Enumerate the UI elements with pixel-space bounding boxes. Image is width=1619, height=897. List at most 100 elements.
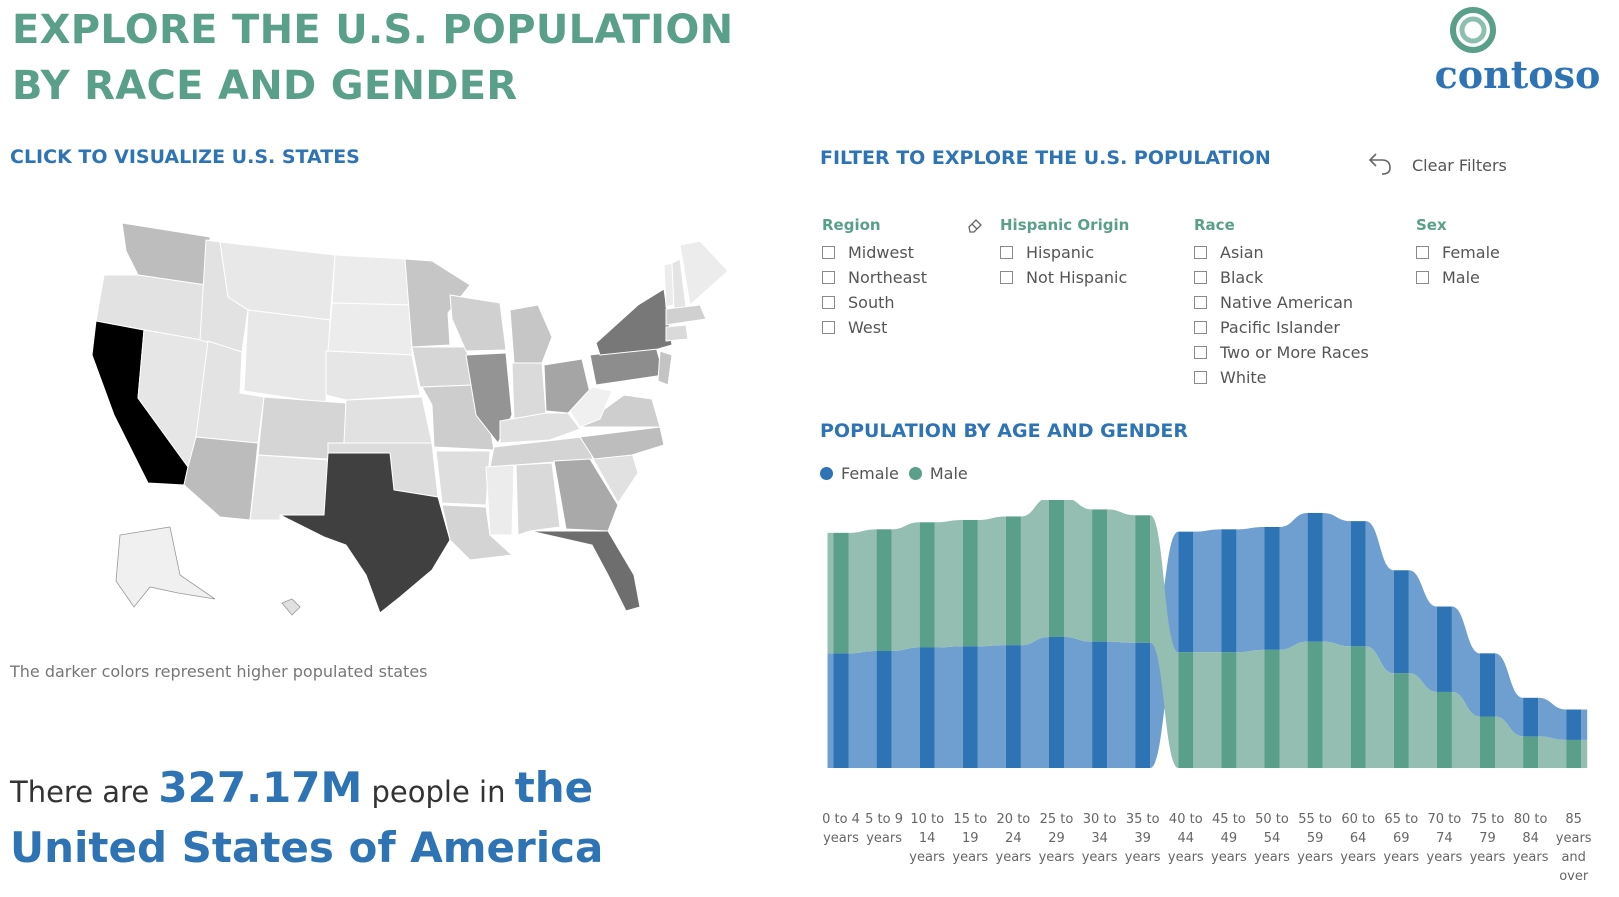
state-new-mexico[interactable] xyxy=(249,454,329,521)
checkbox[interactable] xyxy=(1416,271,1429,284)
state-mississippi[interactable] xyxy=(485,464,515,536)
checkbox[interactable] xyxy=(1194,296,1207,309)
male-bar-10[interactable] xyxy=(1264,649,1280,768)
state-north-dakota[interactable] xyxy=(331,254,411,306)
filter-option-west[interactable]: West xyxy=(822,315,927,340)
filter-option-hispanic[interactable]: Hispanic xyxy=(1000,240,1129,265)
female-bar-10[interactable] xyxy=(1264,526,1280,650)
state-georgia[interactable] xyxy=(553,458,619,532)
filter-option-female[interactable]: Female xyxy=(1416,240,1500,265)
male-bar-11[interactable] xyxy=(1307,641,1323,768)
checkbox[interactable] xyxy=(1000,271,1013,284)
state-louisiana[interactable] xyxy=(441,504,514,561)
filter-option-black[interactable]: Black xyxy=(1194,265,1369,290)
female-bar-6[interactable] xyxy=(1092,641,1108,768)
checkbox[interactable] xyxy=(1000,246,1013,259)
filter-option-south[interactable]: South xyxy=(822,290,927,315)
legend-item-male[interactable]: Male xyxy=(908,464,968,483)
filter-option-two-or-more-races[interactable]: Two or More Races xyxy=(1194,340,1369,365)
eraser-icon[interactable] xyxy=(966,216,984,234)
male-bar-15[interactable] xyxy=(1480,716,1495,768)
checkbox[interactable] xyxy=(1194,246,1207,259)
female-bar-11[interactable] xyxy=(1307,512,1323,642)
state-south-dakota[interactable] xyxy=(327,302,413,356)
us-states-map[interactable] xyxy=(60,215,740,625)
checkbox[interactable] xyxy=(822,246,835,259)
state-nebraska[interactable] xyxy=(325,350,421,401)
filter-option-pacific-islander[interactable]: Pacific Islander xyxy=(1194,315,1369,340)
x-tick-label: 40 to 44 years xyxy=(1167,812,1204,865)
male-bar-7[interactable] xyxy=(1135,515,1151,643)
filter-option-midwest[interactable]: Midwest xyxy=(822,240,927,265)
state-iowa[interactable] xyxy=(411,346,475,388)
male-bar-0[interactable] xyxy=(833,532,849,654)
female-bar-3[interactable] xyxy=(962,646,978,768)
female-bar-2[interactable] xyxy=(919,647,935,768)
state-texas[interactable] xyxy=(279,452,451,614)
filter-option-male[interactable]: Male xyxy=(1416,265,1500,290)
female-bar-14[interactable] xyxy=(1436,606,1452,692)
filter-option-asian[interactable]: Asian xyxy=(1194,240,1369,265)
checkbox[interactable] xyxy=(822,271,835,284)
filter-option-northeast[interactable]: Northeast xyxy=(822,265,927,290)
state-west-virginia[interactable] xyxy=(569,386,613,428)
state-wyoming[interactable] xyxy=(243,309,331,404)
male-bar-2[interactable] xyxy=(919,522,935,648)
female-bar-8[interactable] xyxy=(1178,531,1194,653)
state-hawaii[interactable] xyxy=(281,598,301,616)
checkbox[interactable] xyxy=(1194,371,1207,384)
male-bar-9[interactable] xyxy=(1221,652,1237,768)
female-bar-15[interactable] xyxy=(1480,653,1495,717)
filter-option-native-american[interactable]: Native American xyxy=(1194,290,1369,315)
male-bar-17[interactable] xyxy=(1566,739,1582,768)
male-bar-5[interactable] xyxy=(1049,500,1064,637)
filter-option-white[interactable]: White xyxy=(1194,365,1369,390)
population-ribbon-chart[interactable] xyxy=(820,500,1610,800)
state-maine[interactable] xyxy=(679,240,729,306)
male-bar-14[interactable] xyxy=(1436,691,1452,768)
legend-item-female[interactable]: Female xyxy=(820,464,899,483)
female-bar-7[interactable] xyxy=(1135,642,1151,768)
state-new-york[interactable] xyxy=(595,288,673,356)
male-bar-6[interactable] xyxy=(1092,509,1108,642)
male-bar-8[interactable] xyxy=(1178,652,1194,768)
state-alabama[interactable] xyxy=(515,462,561,536)
state-kentucky[interactable] xyxy=(499,412,581,444)
female-bar-17[interactable] xyxy=(1566,709,1582,740)
filter-race: Race Asian Black Native American Pacific… xyxy=(1194,216,1369,390)
state-kansas[interactable] xyxy=(343,396,433,444)
male-bar-1[interactable] xyxy=(876,529,892,651)
male-bar-13[interactable] xyxy=(1393,673,1409,768)
male-bar-3[interactable] xyxy=(962,519,978,647)
male-bar-16[interactable] xyxy=(1523,736,1539,768)
state-wisconsin[interactable] xyxy=(449,294,507,352)
checkbox[interactable] xyxy=(1194,321,1207,334)
female-bar-13[interactable] xyxy=(1393,570,1409,674)
female-bar-12[interactable] xyxy=(1350,521,1366,647)
clear-filters-button[interactable]: Clear Filters xyxy=(1368,150,1507,180)
female-bar-16[interactable] xyxy=(1523,697,1539,737)
checkbox[interactable] xyxy=(1416,246,1429,259)
checkbox[interactable] xyxy=(1194,271,1207,284)
checkbox[interactable] xyxy=(822,296,835,309)
filter-option-not-hispanic[interactable]: Not Hispanic xyxy=(1000,265,1129,290)
female-bar-0[interactable] xyxy=(833,653,849,768)
state-alaska[interactable] xyxy=(115,526,216,608)
state-florida[interactable] xyxy=(529,530,641,612)
female-bar-4[interactable] xyxy=(1005,645,1021,768)
state-new-jersey[interactable] xyxy=(657,350,673,386)
state-massachusetts[interactable] xyxy=(665,304,707,326)
male-bar-4[interactable] xyxy=(1005,516,1021,646)
female-bar-9[interactable] xyxy=(1221,529,1237,653)
female-bar-1[interactable] xyxy=(876,651,892,768)
checkbox[interactable] xyxy=(1194,346,1207,359)
state-connecticut[interactable] xyxy=(665,324,689,342)
state-michigan[interactable] xyxy=(509,304,553,364)
male-bar-12[interactable] xyxy=(1350,646,1366,768)
checkbox[interactable] xyxy=(822,321,835,334)
state-arkansas[interactable] xyxy=(435,450,491,506)
state-arizona[interactable] xyxy=(183,436,259,521)
female-bar-5[interactable] xyxy=(1049,636,1064,768)
state-north-carolina[interactable] xyxy=(579,426,665,460)
state-indiana[interactable] xyxy=(511,362,547,422)
